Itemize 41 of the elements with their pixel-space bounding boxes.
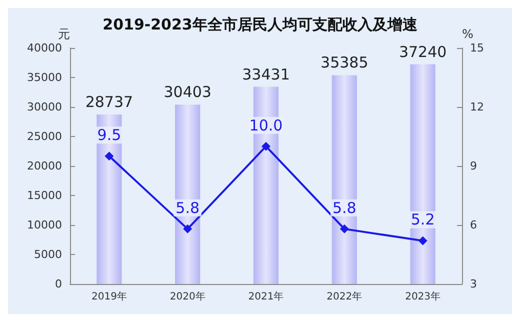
y-tick-label: 30000	[27, 100, 62, 114]
y-tick-label: 0	[55, 278, 62, 290]
y-tick-label: 5000	[34, 248, 62, 261]
x-tick-label: 2020年	[170, 290, 206, 302]
y-axis-title: 元	[58, 27, 70, 41]
bar	[332, 75, 357, 284]
y2-tick-label: 6	[470, 218, 477, 232]
y-tick-label: 10000	[27, 218, 62, 232]
y-tick-label: 20000	[27, 160, 62, 172]
y2-tick-label: 9	[470, 160, 477, 172]
point	[262, 142, 270, 151]
y2-tick-label: 12	[470, 100, 484, 114]
point	[340, 224, 349, 234]
y-tick-label: 15000	[27, 189, 62, 202]
data-label: 35385	[320, 54, 368, 72]
bar	[96, 114, 122, 284]
data-label: 37240	[398, 42, 447, 61]
data-label: 10.0	[249, 116, 283, 134]
point	[104, 152, 114, 161]
data-label: 33431	[242, 65, 290, 84]
data-label: 28737	[85, 92, 134, 111]
bar	[410, 64, 436, 284]
data-label: 30403	[164, 83, 212, 102]
x-tick-label: 2021年	[248, 290, 284, 302]
data-label: 5.2	[410, 210, 435, 229]
x-tick-label: 2023年	[405, 290, 441, 302]
data-label: 5.8	[332, 198, 356, 217]
y2-axis-title: %	[462, 27, 474, 41]
point	[183, 224, 192, 234]
x-tick-label: 2019年	[91, 290, 127, 302]
y-tick-label: 40000	[27, 42, 62, 54]
y2-tick-label: 3	[470, 278, 477, 290]
y-tick-label: 35000	[27, 71, 62, 84]
y2-tick-label: 15	[470, 42, 484, 54]
chart-title: 2019-2023年全市居民人均可支配收入及增速	[102, 16, 418, 34]
x-tick-label: 2022年	[326, 290, 362, 302]
data-label: 9.5	[97, 126, 122, 144]
data-label: 5.8	[176, 198, 200, 217]
y-tick-label: 25000	[27, 130, 62, 143]
bar	[175, 104, 200, 284]
point	[418, 236, 428, 246]
